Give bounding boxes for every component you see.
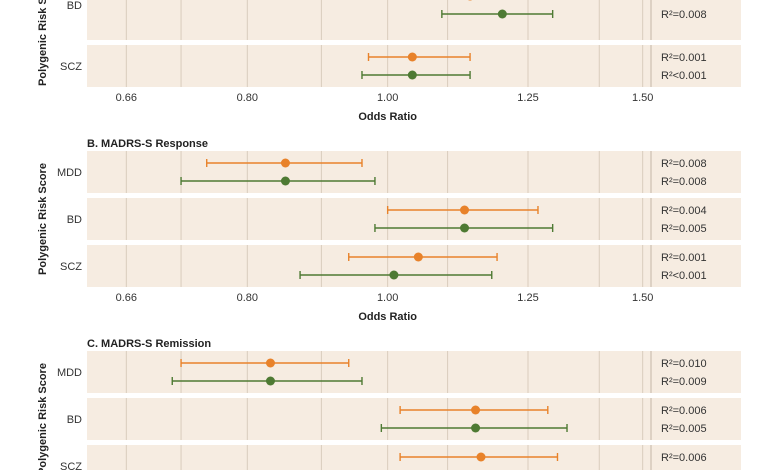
row-scz: R²=0.006 (87, 445, 741, 475)
point-estimate (413, 252, 423, 262)
point-estimate (460, 205, 470, 215)
row-label: SCZ (60, 461, 82, 470)
point-estimate (389, 270, 399, 280)
row-band (87, 245, 741, 287)
point-estimate (497, 9, 507, 19)
point-estimate (471, 405, 481, 415)
x-tick-label: 1.50 (632, 292, 653, 304)
r2-value: R²=0.008 (661, 9, 707, 21)
row-band (87, 198, 741, 240)
row-band (87, 398, 741, 440)
row-label: MDD (57, 367, 82, 379)
r2-value: R²=0.005 (661, 423, 707, 435)
point-estimate (280, 158, 290, 168)
estimate-a (468, 0, 473, 1)
y-axis-label: Polygenic Risk Score (37, 363, 49, 470)
y-axis-label: Polygenic Risk Score (37, 0, 49, 86)
row-bd: R²=0.004 R²=0.005 (87, 198, 741, 240)
row-band (87, 45, 741, 87)
estimate-a (348, 252, 498, 262)
row-band (87, 351, 741, 393)
point-estimate (407, 52, 417, 62)
estimate-a (399, 452, 559, 462)
x-tick-label: 1.25 (517, 292, 538, 304)
estimate-b (171, 376, 363, 386)
point-estimate (265, 358, 275, 368)
point-estimate (460, 223, 470, 233)
r2-value: R²<0.001 (661, 70, 707, 82)
r2-value: R²=0.008 (661, 158, 707, 170)
row-label: BD (67, 214, 82, 226)
panel-title: B. MADRS-S Response (87, 138, 208, 150)
row-band (87, 151, 741, 193)
row-scz: R²=0.001 R²<0.001 (87, 45, 741, 87)
estimate-b (180, 176, 376, 186)
estimate-b (374, 223, 554, 233)
estimate-b (299, 270, 493, 280)
x-tick-label: 1.50 (632, 92, 653, 104)
panel-3: C. MADRS-S Remission R²=0.010 R²=0.009 MDD R… (37, 338, 741, 475)
estimate-a (206, 158, 363, 168)
estimate-b (361, 70, 471, 80)
r2-value: R²=0.001 (661, 52, 707, 64)
x-axis-label: Odds Ratio (358, 311, 417, 323)
row-label: SCZ (60, 61, 82, 73)
estimate-a (386, 205, 539, 215)
x-tick-label: 0.80 (237, 92, 258, 104)
r2-value: R²=0.005 (661, 0, 707, 3)
row-mdd: R²=0.008 R²=0.008 (87, 151, 741, 193)
point-estimate (407, 70, 417, 80)
row-label: MDD (57, 167, 82, 179)
row-band (87, 0, 741, 40)
x-tick-label: 0.66 (116, 92, 137, 104)
row-label: BD (67, 414, 82, 426)
row-bd: R²=0.005 R²=0.008 (87, 0, 741, 40)
r2-value: R²=0.008 (661, 176, 707, 188)
estimate-b (380, 423, 568, 433)
row-mdd: R²=0.010 R²=0.009 (87, 351, 741, 393)
r2-value: R²=0.005 (661, 223, 707, 235)
x-tick-label: 1.00 (377, 292, 398, 304)
row-bd: R²=0.006 R²=0.005 (87, 398, 741, 440)
panel-2: B. MADRS-S Response R²=0.008 R²=0.008 MDD R²… (37, 138, 741, 323)
row-scz: R²=0.001 R²<0.001 (87, 245, 741, 287)
point-estimate (468, 0, 473, 1)
x-axis-label: Odds Ratio (358, 111, 417, 123)
estimate-a (367, 52, 471, 62)
y-axis-label: Polygenic Risk Score (37, 163, 49, 275)
x-tick-label: 1.25 (517, 92, 538, 104)
point-estimate (265, 376, 275, 386)
row-label: SCZ (60, 261, 82, 273)
r2-value: R²=0.006 (661, 405, 707, 417)
estimate-b (441, 9, 554, 19)
panel-1: R²=0.005 R²=0.008 BD R²=0.001 R²<0.001 SCZ 0.6… (37, 0, 741, 123)
r2-value: R²=0.009 (661, 376, 707, 388)
point-estimate (471, 423, 481, 433)
r2-value: R²=0.006 (661, 452, 707, 464)
x-tick-label: 0.80 (237, 292, 258, 304)
estimate-a (180, 358, 350, 368)
estimate-a (399, 405, 549, 415)
r2-value: R²=0.004 (661, 205, 707, 217)
r2-value: R²<0.001 (661, 270, 707, 282)
panel-title: C. MADRS-S Remission (87, 338, 211, 350)
x-tick-label: 1.00 (377, 92, 398, 104)
row-label: BD (67, 0, 82, 12)
point-estimate (280, 176, 290, 186)
r2-value: R²=0.001 (661, 252, 707, 264)
r2-value: R²=0.010 (661, 358, 707, 370)
point-estimate (476, 452, 486, 462)
x-tick-label: 0.66 (116, 292, 137, 304)
